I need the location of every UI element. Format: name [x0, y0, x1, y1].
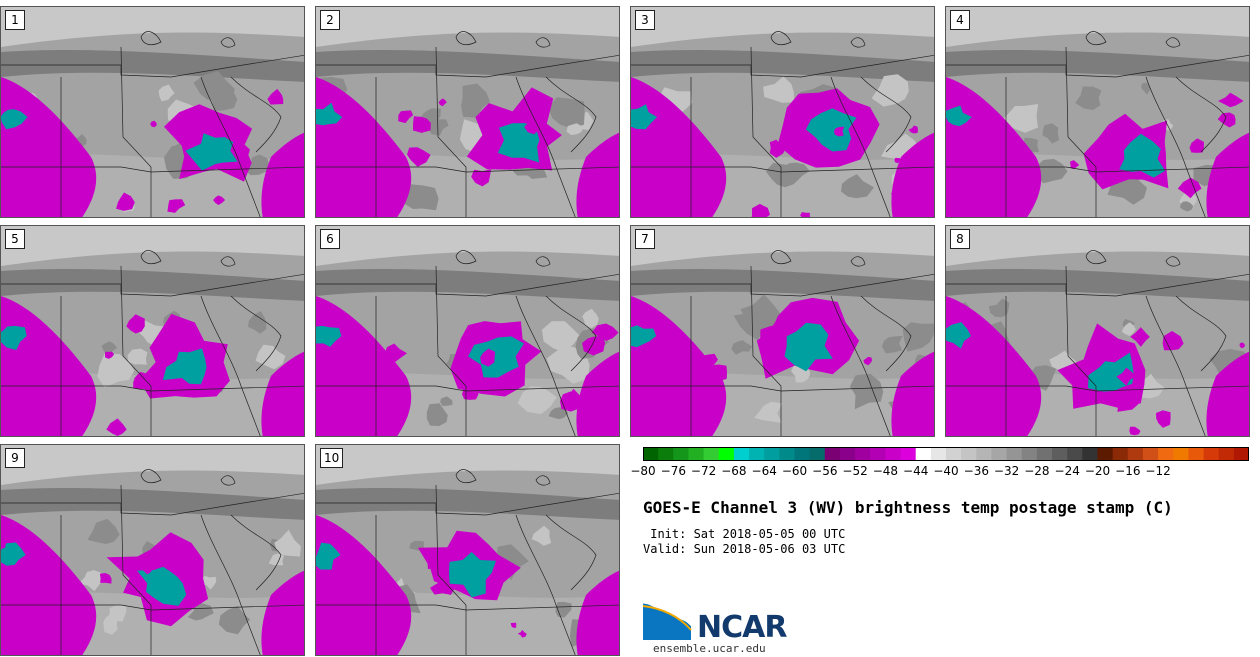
colorbar-swatch — [733, 447, 750, 461]
colorbar-tick-label: −12 — [1145, 464, 1171, 478]
colorbar-swatch — [673, 447, 689, 461]
colorbar-swatch — [839, 447, 856, 461]
ensemble-member-panel: 4 — [945, 6, 1250, 218]
colorbar-swatch — [749, 447, 765, 461]
colorbar-tick-label: −36 — [963, 464, 989, 478]
member-number-label: 4 — [950, 10, 970, 30]
ensemble-member-panel: 1 — [0, 6, 305, 218]
colorbar-swatch — [1082, 447, 1098, 461]
water-vapor-map — [631, 7, 934, 217]
colorbar-swatch — [991, 447, 1007, 461]
colorbar-swatch — [809, 447, 826, 461]
ensemble-member-panel: 5 — [0, 225, 305, 437]
colorbar-swatch — [1218, 447, 1235, 461]
member-number-label: 10 — [320, 448, 344, 468]
ensemble-member-panel: 6 — [315, 225, 620, 437]
colorbar-swatch — [643, 447, 659, 461]
colorbar-swatch — [779, 447, 795, 461]
member-number-label: 3 — [635, 10, 655, 30]
member-number-label: 6 — [320, 229, 340, 249]
colorbar-swatch — [1112, 447, 1129, 461]
colorbar-swatch — [961, 447, 977, 461]
init-time: Init: Sat 2018-05-05 00 UTC — [643, 527, 846, 541]
water-vapor-map — [631, 226, 934, 436]
ensemble-member-panel: 9 — [0, 444, 305, 656]
colorbar-tick-label: −44 — [903, 464, 929, 478]
member-number-label: 7 — [635, 229, 655, 249]
colorbar-swatch — [824, 447, 841, 461]
colorbar-swatch — [1097, 447, 1114, 461]
colorbar-swatch — [946, 447, 962, 461]
colorbar-swatch — [1036, 447, 1053, 461]
colorbar-tick-label: −20 — [1084, 464, 1111, 478]
colorbar-tick-label: −80 — [630, 464, 656, 478]
colorbar-swatch — [1006, 447, 1023, 461]
colorbar-swatch — [688, 447, 704, 461]
ensemble-member-panel: 8 — [945, 225, 1250, 437]
ensemble-member-panel: 3 — [630, 6, 935, 218]
water-vapor-map — [1, 445, 304, 655]
colorbar-swatch — [703, 447, 720, 461]
colorbar-swatch — [1173, 447, 1189, 461]
ensemble-member-panel: 2 — [315, 6, 620, 218]
member-number-label: 9 — [5, 448, 25, 468]
colorbar-swatch — [1067, 447, 1083, 461]
colorbar-swatch — [1142, 447, 1159, 461]
valid-time: Valid: Sun 2018-05-06 03 UTC — [643, 542, 846, 556]
colorbar-swatch — [1052, 447, 1068, 461]
colorbar-swatch — [1188, 447, 1204, 461]
ncar-logo-text: NCAR — [697, 610, 787, 645]
colorbar-swatch — [1203, 447, 1220, 461]
colorbar-swatch — [718, 447, 735, 461]
colorbar-tick-label: −72 — [690, 464, 717, 478]
colorbar-swatch — [885, 447, 901, 461]
colorbar-swatch — [764, 447, 780, 461]
colorbar-tick-labels: −80 −76 −72 −68 −64 −60 −56 −52 −48 −44 −40 −36 −32−… — [630, 464, 1249, 480]
colorbar-tick-label: −32 — [993, 464, 1020, 478]
water-vapor-map — [946, 226, 1249, 436]
water-vapor-map — [1, 7, 304, 217]
colorbar-tick-label: −28 — [1024, 464, 1050, 478]
colorbar-tick-label: −48 — [872, 464, 899, 478]
colorbar-swatch — [900, 447, 917, 461]
colorbar-swatch — [658, 447, 674, 461]
water-vapor-map — [1, 226, 304, 436]
colorbar-swatch — [870, 447, 886, 461]
colorbar-swatch — [1127, 447, 1144, 461]
colorbar-tick-label: −76 — [660, 464, 686, 478]
colorbar-swatch — [1021, 447, 1038, 461]
figure-title: GOES-E Channel 3 (WV) brightness temp po… — [643, 498, 1173, 517]
water-vapor-map — [946, 7, 1249, 217]
water-vapor-map — [316, 7, 619, 217]
water-vapor-map — [316, 445, 619, 655]
colorbar-tick-label: −24 — [1054, 464, 1080, 478]
colorbar-tick-label: −60 — [781, 464, 808, 478]
colorbar-tick-label: −40 — [933, 464, 959, 478]
colorbar-swatch — [794, 447, 811, 461]
colorbar-tick-label: −52 — [842, 464, 868, 478]
colorbar-tick-label: −16 — [1115, 464, 1141, 478]
colorbar-swatch — [976, 447, 992, 461]
colorbar-outline — [643, 447, 1249, 461]
member-number-label: 1 — [5, 10, 25, 30]
colorbar-swatch — [1233, 447, 1249, 461]
colorbar — [643, 447, 1249, 461]
member-number-label: 5 — [5, 229, 25, 249]
colorbar-tick-label: −68 — [721, 464, 747, 478]
ncar-logo — [643, 600, 695, 640]
site-url[interactable]: ensemble.ucar.edu — [653, 642, 766, 655]
ensemble-member-panel: 10 — [315, 444, 620, 656]
water-vapor-map — [316, 226, 619, 436]
member-number-label: 8 — [950, 229, 970, 249]
colorbar-swatch — [930, 447, 947, 461]
colorbar-tick-label: −64 — [751, 464, 777, 478]
colorbar-swatch — [915, 447, 932, 461]
colorbar-swatch — [855, 447, 871, 461]
ensemble-member-panel: 7 — [630, 225, 935, 437]
colorbar-tick-label: −56 — [812, 464, 838, 478]
colorbar-swatch — [1158, 447, 1174, 461]
member-number-label: 2 — [320, 10, 340, 30]
